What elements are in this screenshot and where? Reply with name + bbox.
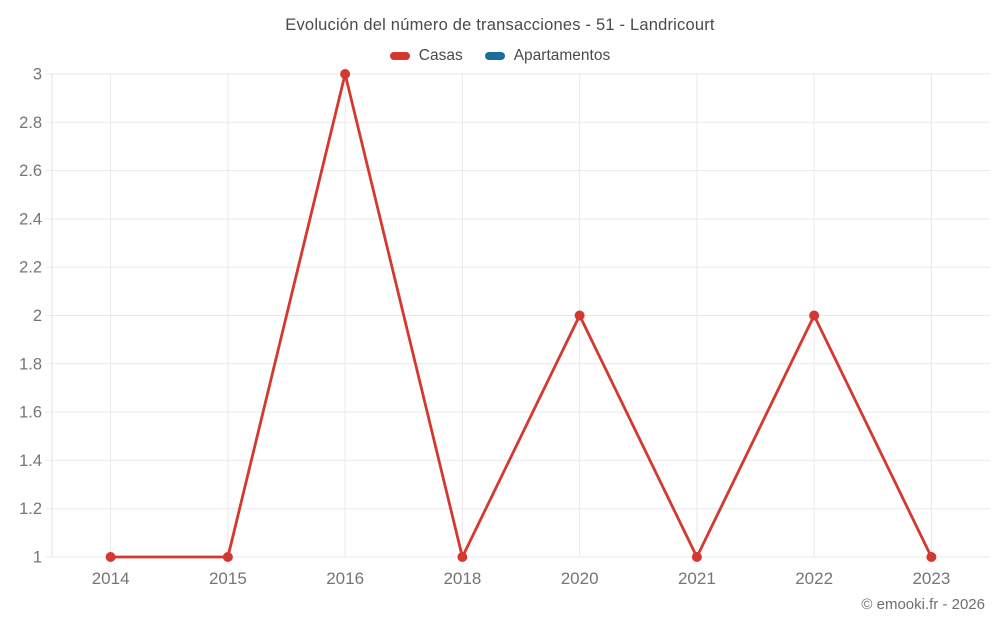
- data-point-casas[interactable]: [457, 552, 468, 562]
- y-axis-tick-label: 1.6: [19, 404, 42, 422]
- x-axis-tick-label: 2015: [209, 569, 247, 588]
- chart-title: Evolución del número de transacciones - …: [285, 16, 715, 34]
- y-axis-tick-label: 2.6: [19, 162, 42, 180]
- y-axis-tick-label: 3: [33, 66, 42, 84]
- y-axis-tick-label: 1.2: [19, 500, 42, 518]
- data-point-casas[interactable]: [574, 310, 585, 321]
- y-axis-tick-label: 2.4: [19, 210, 42, 228]
- data-point-casas[interactable]: [222, 552, 233, 562]
- legend-swatch-icon: [484, 52, 505, 60]
- x-axis-tick-label: 2021: [678, 569, 716, 588]
- y-axis-tick-label: 2.2: [19, 259, 42, 277]
- y-axis-tick-label: 2: [33, 307, 42, 325]
- data-point-casas[interactable]: [926, 552, 937, 562]
- x-axis-tick-label: 2020: [561, 569, 599, 588]
- y-axis-tick-label: 1.8: [19, 355, 42, 373]
- x-axis-tick-label: 2014: [92, 569, 130, 588]
- legend-item-casas[interactable]: Casas: [389, 47, 463, 65]
- data-point-casas[interactable]: [105, 552, 116, 562]
- data-point-casas[interactable]: [691, 552, 702, 562]
- legend-item-apartamentos[interactable]: Apartamentos: [484, 47, 611, 65]
- y-axis-tick-label: 1: [33, 549, 42, 567]
- y-axis-tick-label: 1.4: [19, 452, 42, 470]
- x-axis-tick-label: 2018: [443, 569, 481, 588]
- data-point-casas[interactable]: [809, 310, 820, 321]
- legend: Casas Apartamentos: [0, 47, 1000, 65]
- legend-swatch-icon: [389, 52, 410, 60]
- x-axis-tick-label: 2023: [912, 569, 950, 588]
- y-axis-tick-label: 2.8: [19, 114, 42, 132]
- legend-label: Apartamentos: [513, 47, 611, 64]
- legend-label: Casas: [418, 47, 463, 64]
- x-axis-tick-label: 2016: [326, 569, 364, 588]
- x-axis-tick-label: 2022: [795, 569, 833, 588]
- data-point-casas[interactable]: [340, 69, 351, 79]
- series-line-casas: [109, 72, 933, 559]
- copyright-text: © emooki.fr - 2026: [861, 596, 985, 613]
